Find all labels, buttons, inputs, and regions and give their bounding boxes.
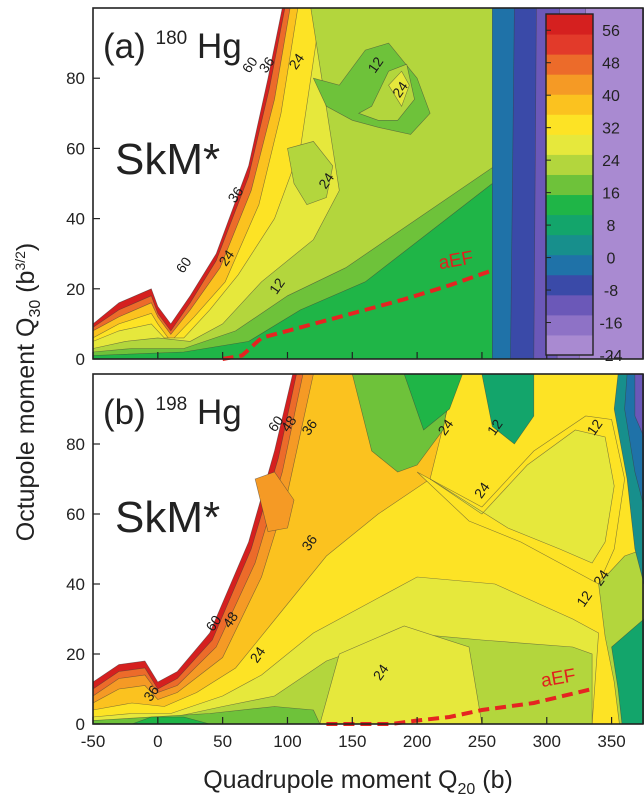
- colorbar-swatch: [546, 54, 593, 75]
- y-axis-title: Octupole moment Q30 (b3/2): [12, 243, 44, 542]
- y-tick-label: 80: [66, 69, 85, 88]
- colorbar-swatch: [546, 174, 593, 196]
- colorbar-tick-label: 56: [602, 23, 620, 40]
- colorbar-tick-label: -16: [599, 316, 622, 333]
- panel-b-contour-band: [319, 625, 483, 724]
- colorbar-swatch: [546, 234, 593, 256]
- colorbar-swatch: [546, 154, 593, 175]
- x-tick-label: -50: [81, 732, 106, 751]
- panel-b-contour-band: [403, 374, 463, 431]
- x-tick-label: 0: [153, 732, 162, 751]
- panel-b-contour-band: [634, 374, 644, 438]
- panel-b-contour-band: [131, 716, 210, 724]
- y-tick-label: 20: [66, 280, 85, 299]
- x-tick-label: 200: [403, 732, 431, 751]
- colorbar-frame: [545, 13, 594, 356]
- colorbar-swatch: [546, 214, 593, 236]
- colorbar-tick-label: 0: [607, 251, 616, 268]
- panel-b-frame: [92, 373, 644, 725]
- y-tick-label: 0: [76, 350, 85, 369]
- panel-b-title: (b) 198 Hg: [103, 379, 242, 432]
- colorbar-swatch: [546, 94, 593, 115]
- colorbar-tick-label: 32: [602, 121, 620, 138]
- colorbar-tick-label: -24: [599, 348, 622, 365]
- colorbar-tick-label: 8: [607, 218, 616, 235]
- panel-b-contour-band: [481, 374, 535, 445]
- x-tick-label: 100: [273, 732, 301, 751]
- colorbar-swatch: [546, 194, 593, 216]
- colorbar-tick-label: 40: [602, 88, 620, 105]
- y-tick-label: 40: [66, 575, 85, 594]
- y-tick-label: 20: [66, 645, 85, 664]
- x-tick-label: 350: [597, 732, 625, 751]
- x-tick-label: 150: [338, 732, 366, 751]
- panel-b-contour-band: [254, 471, 295, 532]
- colorbar-swatch: [546, 254, 593, 276]
- y-tick-label: 60: [66, 505, 85, 524]
- y-tick-label: 80: [66, 435, 85, 454]
- panel-a-model-label: SkM*: [115, 135, 220, 184]
- colorbar-swatch: [546, 114, 593, 135]
- panel-a-contour-band: [388, 70, 410, 107]
- colorbar-swatch: [546, 334, 593, 356]
- panel-a-frame: [92, 7, 644, 360]
- panel-a-contour-band: [287, 141, 334, 205]
- colorbar-swatch: [546, 314, 593, 336]
- aef-fission-path: [222, 269, 491, 361]
- x-axis-title: Quadrupole moment Q20 (b): [203, 766, 513, 798]
- colorbar-swatch: [546, 274, 593, 296]
- panel-b-contour-band: [429, 429, 615, 564]
- y-tick-label: 60: [66, 139, 85, 158]
- colorbar-swatch: [546, 34, 593, 55]
- colorbar: 56 48 40 32 24 16 8 0 -8 -16 -24: [545, 13, 623, 365]
- colorbar-tick-label: 16: [602, 186, 620, 203]
- x-tick-label: 50: [213, 732, 232, 751]
- panel-a-title: (a) 180 Hg: [103, 13, 242, 66]
- x-tick-label: 300: [533, 732, 561, 751]
- panel-b-model-label: SkM*: [115, 493, 220, 542]
- colorbar-tick-label: 48: [602, 56, 620, 73]
- y-tick-label: 40: [66, 210, 85, 229]
- colorbar-swatch: [546, 134, 593, 155]
- panel-b-contour-band: [611, 618, 644, 724]
- colorbar-tick-label: 24: [602, 153, 620, 170]
- aef-fission-path: [326, 687, 593, 726]
- x-tick-label: 250: [468, 732, 496, 751]
- colorbar-tick-label: -8: [604, 283, 618, 300]
- colorbar-swatch: [546, 14, 593, 35]
- y-tick-label: 0: [76, 715, 85, 734]
- colorbar-swatch: [546, 74, 593, 95]
- colorbar-swatch: [546, 294, 593, 316]
